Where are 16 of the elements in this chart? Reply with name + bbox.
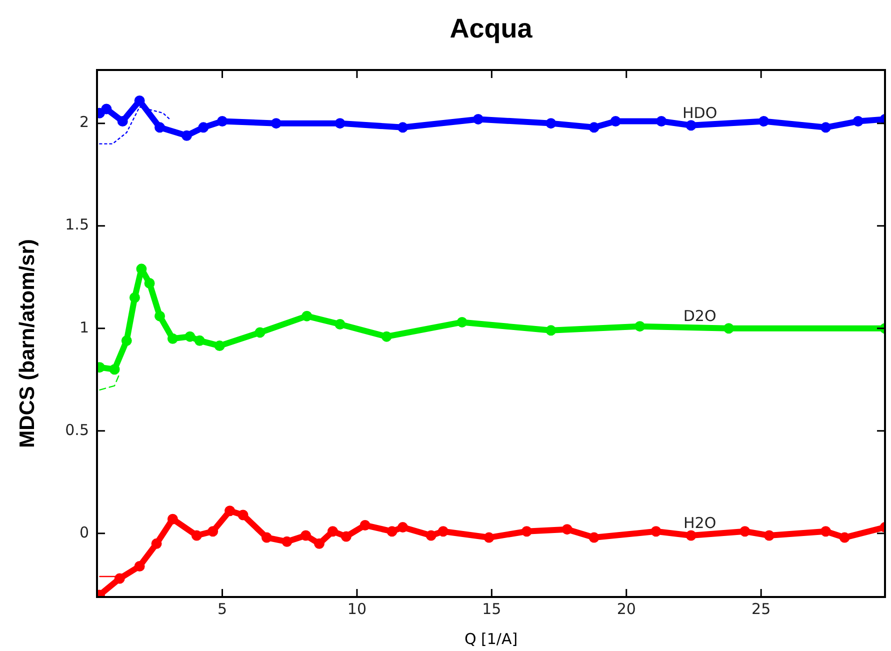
y-axis-title: MDCS (barn/atom/sr) [16,239,39,448]
series-label: HDO [682,104,718,122]
series-label: H2O [684,514,716,532]
x-tick-label: 10 [347,600,367,618]
series-label: D2O [683,306,716,325]
y-tick-label: 2 [79,113,89,132]
chart-title: Acqua [450,13,534,44]
y-tick-label: 0.5 [65,420,89,439]
x-tick-label: 5 [218,600,228,618]
y-tick-label: 0 [79,523,89,542]
x-axis-title: Q [1/A] [464,630,518,648]
x-tick-label: 25 [752,600,771,618]
x-tick-label: 20 [616,600,636,618]
y-tick-label: 1 [79,318,89,336]
y-tick-label: 1.5 [65,216,89,234]
x-tick-label: 15 [482,600,502,618]
